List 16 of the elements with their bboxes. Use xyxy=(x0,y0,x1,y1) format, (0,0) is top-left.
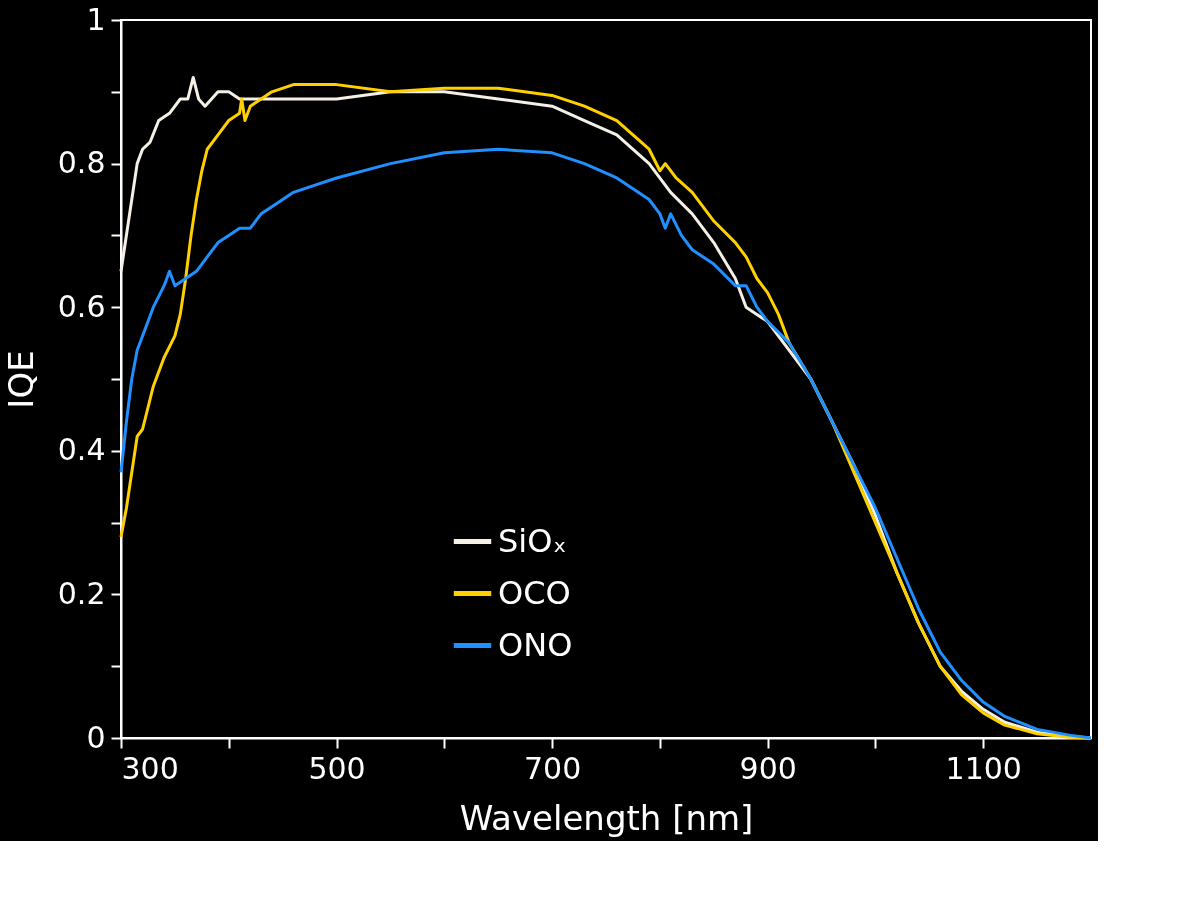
x-tick-label: 300 xyxy=(121,750,179,786)
x-tick-label: 900 xyxy=(739,750,797,786)
x-axis-title: Wavelength [nm] xyxy=(459,797,754,838)
y-axis-title: IQE xyxy=(0,350,41,409)
y-tick-label: 1 xyxy=(86,1,106,37)
y-tick-label: 0.2 xyxy=(57,575,106,611)
x-tick-label: 1100 xyxy=(945,750,1022,786)
y-tick-label: 0.6 xyxy=(57,288,106,324)
y-tick-label: 0.8 xyxy=(57,145,106,181)
legend-label: ONO xyxy=(498,625,573,664)
y-tick-label: 0.4 xyxy=(57,432,106,468)
y-tick-label: 0 xyxy=(86,719,106,755)
legend-label: SiOₓ xyxy=(498,521,567,560)
x-tick-label: 700 xyxy=(523,750,582,786)
legend-label: OCO xyxy=(498,573,571,612)
x-tick-label: 500 xyxy=(308,750,366,786)
